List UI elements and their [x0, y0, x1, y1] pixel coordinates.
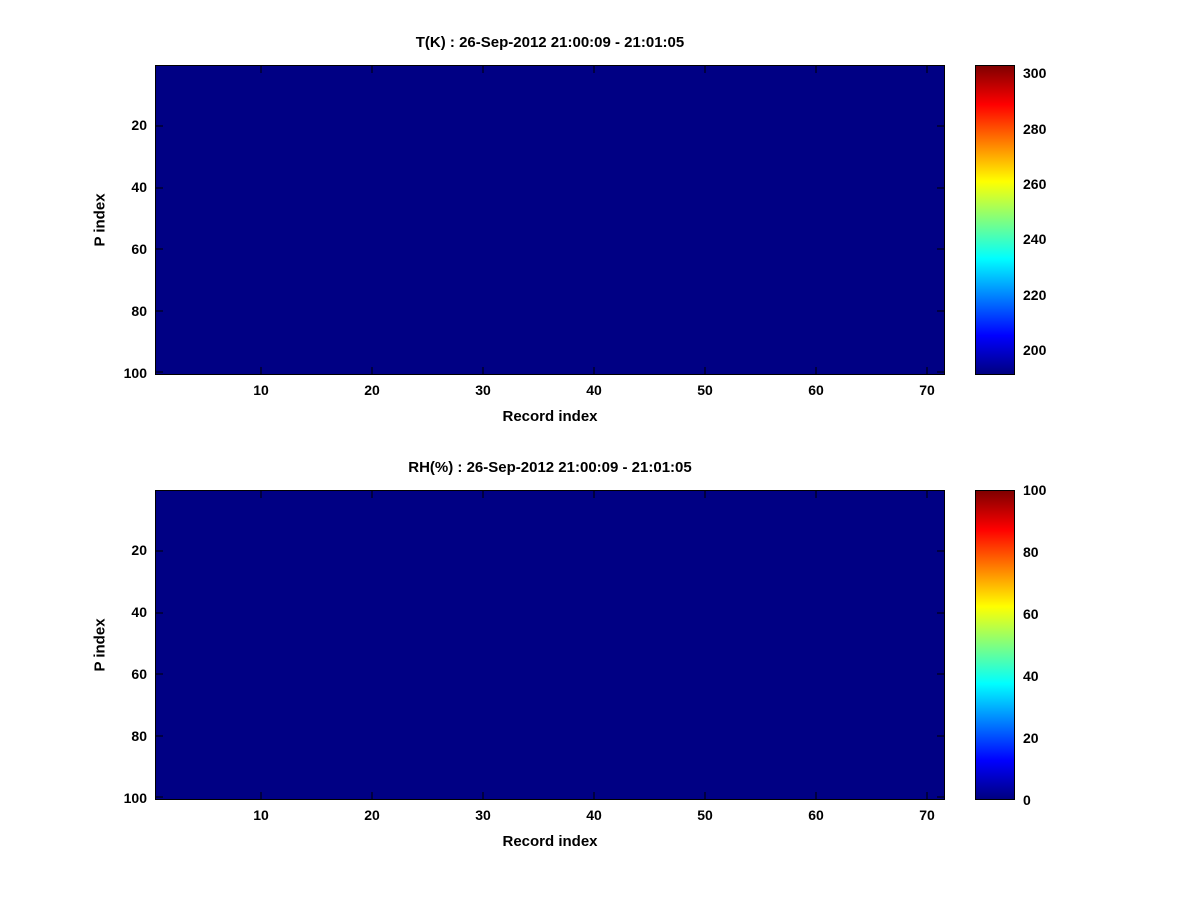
- colorbar-tick-label: 240: [1023, 231, 1047, 247]
- x-tick-label: 60: [808, 807, 824, 823]
- y-tick-label: 80: [131, 303, 147, 319]
- humidity-plot-title: RH(%) : 26-Sep-2012 21:00:09 - 21:01:05: [408, 459, 692, 476]
- temperature-x-axis-label: Record index: [502, 408, 598, 425]
- colorbar-tick-label: 60: [1023, 606, 1039, 622]
- colorbar-tick-label: 300: [1023, 65, 1047, 81]
- x-tick-label: 20: [364, 382, 380, 398]
- x-tick-label: 10: [253, 382, 269, 398]
- colorbar-tick-label: 20: [1023, 730, 1039, 746]
- temperature-heatmap-axes: [155, 65, 945, 375]
- humidity-x-axis-label: Record index: [502, 833, 598, 850]
- temperature-axis-tick-marks: [156, 66, 944, 374]
- humidity-axis-tick-marks: [156, 491, 944, 799]
- x-tick-label: 70: [919, 807, 935, 823]
- temperature-plot-title: T(K) : 26-Sep-2012 21:00:09 - 21:01:05: [415, 34, 685, 51]
- colorbar-tick-label: 100: [1023, 482, 1047, 498]
- y-tick-label: 80: [131, 728, 147, 744]
- x-tick-label: 10: [253, 807, 269, 823]
- y-tick-label: 20: [131, 117, 147, 133]
- colorbar-tick-label: 200: [1023, 342, 1047, 358]
- x-tick-label: 30: [475, 382, 491, 398]
- x-tick-label: 50: [697, 382, 713, 398]
- x-tick-label: 50: [697, 807, 713, 823]
- x-tick-label: 40: [586, 807, 602, 823]
- colorbar-tick-label: 80: [1023, 544, 1039, 560]
- y-tick-label: 100: [123, 790, 147, 806]
- y-tick-label: 100: [123, 365, 147, 381]
- colorbar-tick-label: 260: [1023, 176, 1047, 192]
- x-tick-label: 30: [475, 807, 491, 823]
- x-tick-label: 60: [808, 382, 824, 398]
- colorbar-tick-label: 220: [1023, 287, 1047, 303]
- colorbar-tick-label: 280: [1023, 121, 1047, 137]
- colorbar-tick-label: 0: [1023, 792, 1031, 808]
- y-tick-label: 40: [131, 179, 147, 195]
- humidity-colorbar: [975, 490, 1015, 800]
- x-tick-label: 70: [919, 382, 935, 398]
- y-tick-label: 40: [131, 604, 147, 620]
- humidity-heatmap-axes: [155, 490, 945, 800]
- y-tick-label: 60: [131, 666, 147, 682]
- temperature-colorbar: [975, 65, 1015, 375]
- y-tick-label: 20: [131, 542, 147, 558]
- x-tick-label: 40: [586, 382, 602, 398]
- y-tick-label: 60: [131, 241, 147, 257]
- colorbar-tick-label: 40: [1023, 668, 1039, 684]
- x-tick-label: 20: [364, 807, 380, 823]
- temperature-y-axis-label: P index: [91, 193, 109, 247]
- humidity-y-axis-label: P index: [91, 618, 109, 672]
